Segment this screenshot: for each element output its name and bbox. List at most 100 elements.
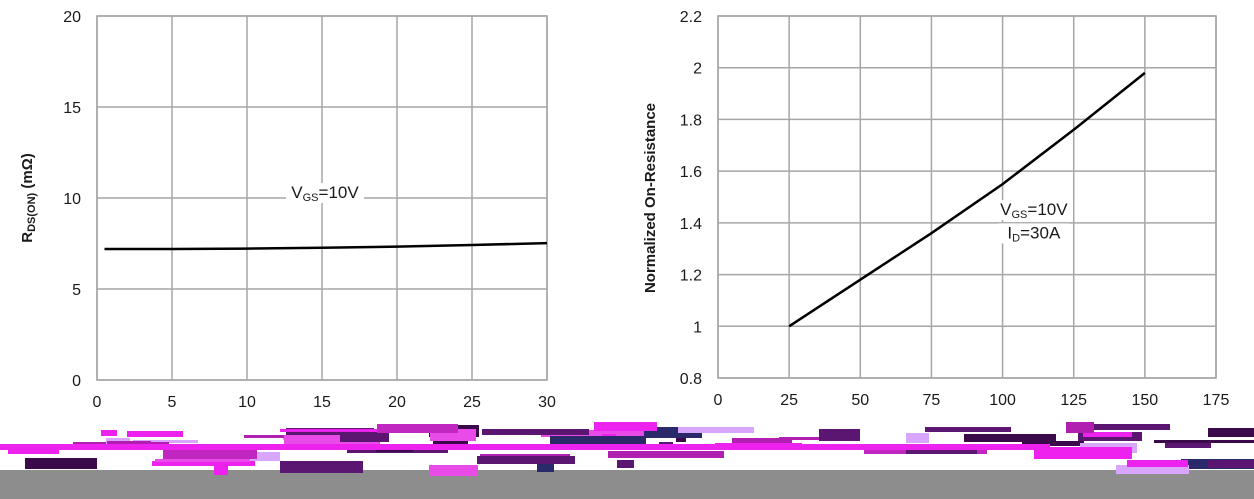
- chart-right-y-axis-label: Normalized On-Resistance: [642, 103, 659, 293]
- chart-right-annotation-label: VGS=10V: [1000, 200, 1068, 221]
- glitch-stripe: [819, 429, 860, 441]
- chart-left-x-tick-label: 30: [538, 394, 556, 411]
- annotation-rest: =30A: [1020, 223, 1061, 242]
- chart-right-series-line: [788, 71, 1146, 328]
- chart-left-annotations: VGS=10V: [286, 183, 364, 204]
- chart-left-x-tick-label: 15: [313, 394, 331, 411]
- annotation-backing: [286, 183, 364, 203]
- glitch-stripe: [537, 464, 554, 472]
- annotation-main: V: [291, 183, 303, 202]
- chart-right-y-tick-label: 1.2: [680, 268, 702, 285]
- annotation-backing: [998, 223, 1070, 244]
- glitch-stripe: [152, 461, 255, 466]
- glitch-stripe: [541, 430, 663, 437]
- glitch-stripe: [482, 429, 589, 435]
- chart-left-x-tick-label: 5: [168, 394, 177, 411]
- chart-right-y-tick-label: 1.8: [680, 112, 702, 129]
- annotation-subscript: GS: [1011, 209, 1027, 221]
- glitch-stripe: [280, 461, 363, 473]
- glitch-stripe: [925, 427, 1011, 432]
- chart-left-y-axis-label: RDS(ON) (mΩ): [19, 153, 38, 242]
- chart-right-x-tick-label: 75: [923, 392, 941, 409]
- glitch-stripe: [477, 456, 575, 464]
- chart-left-x-tick-label: 20: [388, 394, 406, 411]
- glitch-stripe: [617, 460, 634, 468]
- glitch-stripe: [280, 429, 387, 432]
- glitch-stripe: [1066, 422, 1094, 433]
- glitch-stripe: [163, 447, 257, 459]
- chart-left-annotation-label: VGS=10V: [291, 183, 359, 204]
- glitch-stripe: [779, 437, 819, 440]
- annotation-rest: =10V: [1027, 200, 1068, 219]
- chart-left-y-tick-label: 10: [63, 191, 81, 208]
- chart-left-x-ticks: 0 5 10 15 20 25 30: [93, 394, 556, 411]
- corrupted-image-band: [0, 422, 1254, 499]
- glitch-stripe: [340, 432, 389, 442]
- chart-right-y-tick-label: 2.2: [680, 9, 702, 26]
- glitch-stripe: [608, 451, 724, 458]
- chart-right-normalized-rdson-vs-temp: 0 25 50 75 100 125 150 175 0.8 1 1.2 1.4 1.6 1.8 2 2.2…: [642, 9, 1229, 409]
- glitch-stripe: [286, 428, 374, 436]
- chart-left-x-tick-label: 0: [93, 394, 102, 411]
- chart-left-y-tick-label: 15: [63, 100, 81, 117]
- glitch-stripe: [101, 430, 117, 436]
- annotation-main: V: [1000, 200, 1012, 219]
- glitch-stripe: [1127, 460, 1188, 467]
- glitch-stripe: [1090, 425, 1166, 429]
- glitch-stripe: [1022, 441, 1084, 446]
- glitch-stripe: [429, 465, 478, 476]
- chart-right-x-tick-label: 125: [1060, 392, 1087, 409]
- chart-right-x-ticks: 0 25 50 75 100 125 150 175: [714, 392, 1230, 409]
- glitch-stripe: [377, 424, 458, 433]
- chart-right-x-tick-label: 150: [1132, 392, 1159, 409]
- glitch-stripe: [732, 438, 792, 446]
- glitch-stripe: [244, 435, 315, 438]
- chart-left-y-ticks: 0 5 10 15 20: [63, 9, 81, 390]
- chart-left-series-line: [104, 241, 548, 251]
- annotation-rest: =10V: [319, 183, 360, 202]
- glitch-stripe: [1034, 447, 1132, 459]
- chart-left-rdson-vs-id: 0 5 10 15 20 25 30 0 5 10 15 20 VGS=10V RDS(ON) (m…: [19, 9, 556, 411]
- corrupted-gray-strip: [0, 470, 1254, 499]
- glitch-stripe: [133, 440, 198, 443]
- annotation-backing: [994, 200, 1073, 221]
- chart-left-y-axis-label-sub: DS(ON): [26, 192, 38, 231]
- glitch-stripe: [1208, 428, 1254, 437]
- chart-right-y-tick-label: 0.8: [680, 371, 702, 388]
- chart-right-x-tick-label: 25: [780, 392, 798, 409]
- glitch-stripe: [1083, 432, 1132, 437]
- glitch-stripe: [644, 427, 702, 438]
- glitch-bar: [0, 444, 1050, 450]
- chart-right-x-tick-label: 50: [851, 392, 869, 409]
- annotation-main: I: [1007, 223, 1012, 242]
- glitch-stripe: [676, 436, 686, 442]
- glitch-stripe: [8, 447, 59, 454]
- glitch-stripe: [1116, 465, 1189, 474]
- chart-left-x-tick-label: 10: [238, 394, 256, 411]
- glitch-stripe: [214, 463, 228, 475]
- chart-left-y-tick-label: 0: [72, 373, 81, 390]
- chart-right-x-tick-label: 0: [714, 392, 723, 409]
- chart-left-y-axis-label-main: R: [19, 232, 36, 243]
- chart-right-x-tick-label: 100: [989, 392, 1016, 409]
- chart-left-x-tick-label: 25: [463, 394, 481, 411]
- chart-right-grid: [717, 15, 1217, 379]
- chart-left-y-tick-label: 5: [72, 282, 81, 299]
- chart-right-annotation-label: ID=30A: [1007, 223, 1061, 244]
- annotation-subscript: GS: [303, 192, 319, 204]
- glitch-stripe: [155, 459, 250, 462]
- glitch-stripe: [1208, 460, 1254, 468]
- glitch-stripe: [25, 458, 97, 469]
- chart-right-y-tick-label: 1: [693, 319, 702, 336]
- chart-right-y-tick-label: 1.6: [680, 164, 702, 181]
- chart-left-y-axis-label-unit: (mΩ): [19, 153, 36, 193]
- glitch-stripe: [906, 433, 929, 443]
- glitch-stripe: [1165, 441, 1211, 448]
- glitch-stripe: [678, 427, 754, 433]
- chart-right-y-tick-label: 1.4: [680, 216, 702, 233]
- glitch-stripe: [627, 439, 639, 443]
- annotation-subscript: D: [1012, 232, 1020, 244]
- chart-left-grid: [96, 15, 548, 381]
